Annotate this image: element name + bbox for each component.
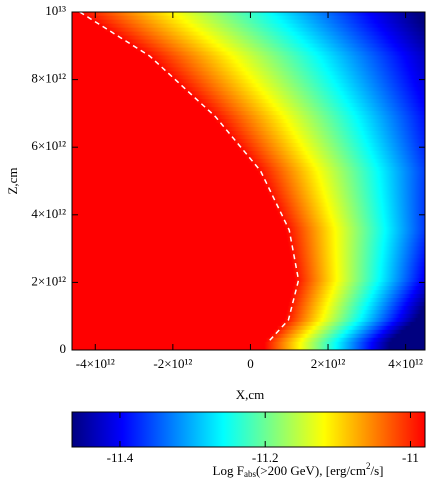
y-axis-label: Z,cm <box>5 167 20 194</box>
colorbar-label-part: /s] <box>370 463 383 478</box>
colorbar-tick-label: -11 <box>402 450 419 465</box>
colorbar <box>71 411 426 448</box>
x-tick-label: -2×10¹² <box>153 356 192 371</box>
y-tick-label: 8×10¹² <box>31 71 66 86</box>
plot-frame <box>71 11 426 351</box>
colorbar-label-part: abs <box>244 469 256 479</box>
x-tick-label: 0 <box>247 356 254 371</box>
x-tick-label: -4×10¹² <box>76 356 115 371</box>
colorbar-label-part: Log F <box>213 463 244 478</box>
y-tick-label: 0 <box>60 341 67 356</box>
y-tick-label: 4×10¹² <box>31 206 66 221</box>
colorbar-label-part: (>200 GeV), [erg/cm <box>256 463 366 478</box>
y-tick-label: 10¹³ <box>45 3 66 18</box>
x-axis-label: X,cm <box>236 387 265 402</box>
colorbar-tick-label: -11.2 <box>252 450 279 465</box>
x-tick-label: 4×10¹² <box>388 356 423 371</box>
colorbar-label-part: 2 <box>366 461 371 471</box>
x-tick-label: 2×10¹² <box>311 356 346 371</box>
colorbar-tick-label: -11.4 <box>107 450 134 465</box>
y-tick-label: 2×10¹² <box>31 273 66 288</box>
heatmap-field <box>72 12 425 350</box>
y-tick-label: 6×10¹² <box>31 138 66 153</box>
colorbar-label: Log Fabs(>200 GeV), [erg/cm2/s] <box>213 461 384 479</box>
